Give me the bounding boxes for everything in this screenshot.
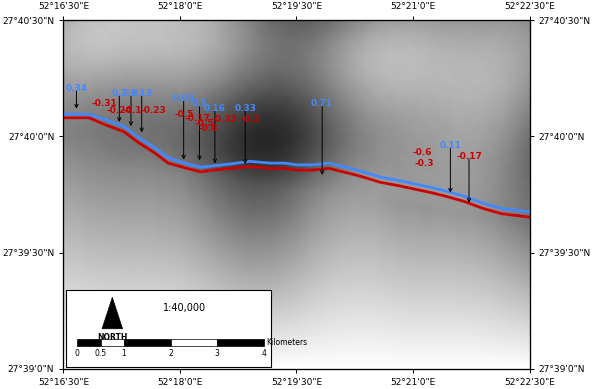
Text: 0.13: 0.13 bbox=[130, 89, 152, 98]
Text: 2: 2 bbox=[168, 349, 173, 358]
Text: 0.11: 0.11 bbox=[439, 141, 461, 150]
Text: -0.5: -0.5 bbox=[175, 110, 195, 119]
Text: -0.2: -0.2 bbox=[240, 116, 260, 124]
Bar bbox=[171, 339, 217, 346]
Text: 0.34: 0.34 bbox=[65, 84, 88, 93]
Text: Kilometers: Kilometers bbox=[266, 338, 307, 347]
Text: -0.5: -0.5 bbox=[195, 119, 214, 128]
Text: 0.5: 0.5 bbox=[192, 99, 208, 108]
Text: -0.8: -0.8 bbox=[198, 124, 218, 133]
Text: -0.17: -0.17 bbox=[184, 114, 211, 123]
Text: 0.65: 0.65 bbox=[173, 94, 195, 103]
Polygon shape bbox=[102, 297, 123, 329]
Text: -0.23: -0.23 bbox=[140, 105, 166, 115]
Bar bbox=[77, 339, 101, 346]
Text: -0.3: -0.3 bbox=[414, 159, 433, 168]
Text: 0.5: 0.5 bbox=[95, 349, 107, 358]
Text: -0.31: -0.31 bbox=[91, 99, 117, 108]
Text: 0.8: 0.8 bbox=[123, 89, 139, 98]
FancyBboxPatch shape bbox=[66, 291, 271, 367]
Bar bbox=[217, 339, 264, 346]
Text: -0.32: -0.32 bbox=[211, 116, 237, 124]
Bar bbox=[124, 339, 171, 346]
Text: NORTH: NORTH bbox=[97, 333, 127, 342]
Text: -0.17: -0.17 bbox=[456, 152, 482, 161]
Bar bbox=[101, 339, 124, 346]
Text: 1:40,000: 1:40,000 bbox=[163, 303, 206, 313]
Text: -0.1: -0.1 bbox=[123, 105, 142, 115]
Text: 0: 0 bbox=[75, 349, 80, 358]
Text: 4: 4 bbox=[262, 349, 266, 358]
Text: 1: 1 bbox=[122, 349, 126, 358]
Text: 0.16: 0.16 bbox=[204, 103, 226, 112]
Text: -0.24: -0.24 bbox=[106, 105, 132, 115]
Text: 0.71: 0.71 bbox=[311, 99, 333, 108]
Text: 0.33: 0.33 bbox=[234, 103, 256, 112]
Text: 0.2: 0.2 bbox=[111, 89, 127, 98]
Text: 3: 3 bbox=[215, 349, 219, 358]
Text: -0.6: -0.6 bbox=[413, 148, 432, 157]
